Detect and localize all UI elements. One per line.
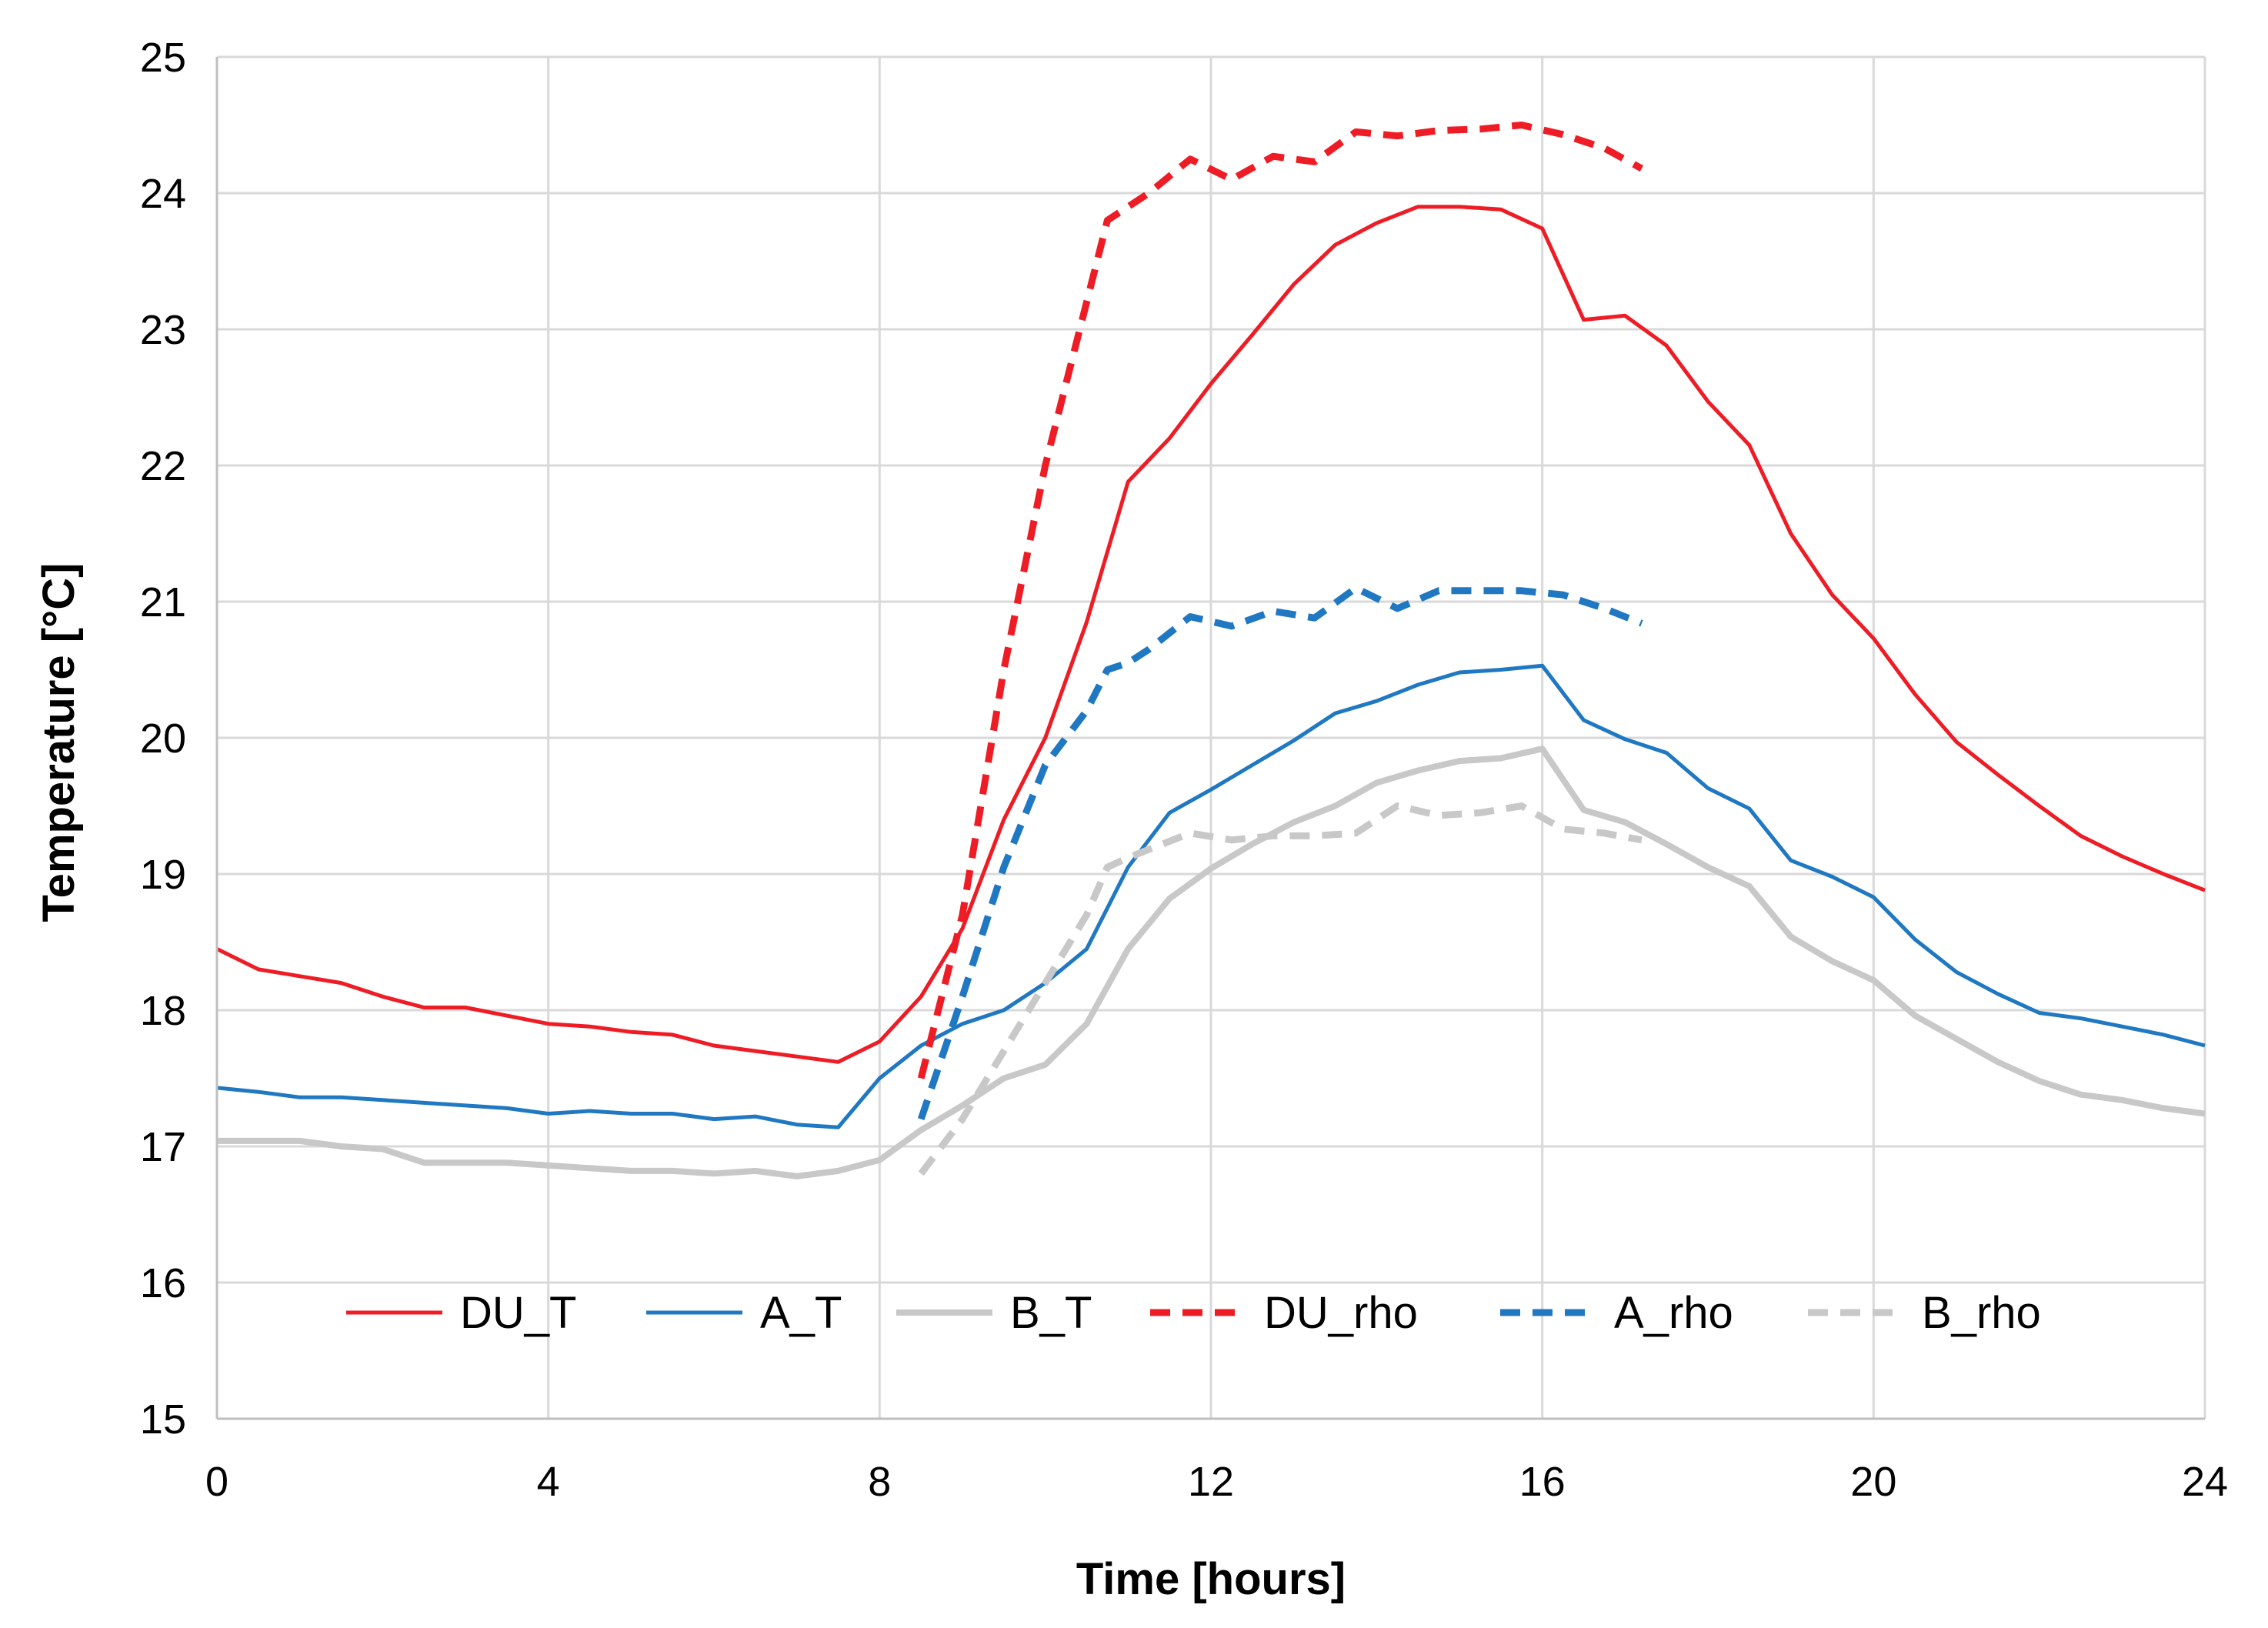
x-tick-label: 0 [205, 1459, 228, 1505]
y-tick-label: 20 [140, 716, 186, 762]
legend-label-du-t: DU_T [460, 1288, 576, 1338]
x-tick-label: 12 [1188, 1459, 1234, 1505]
series-line-b-rho [918, 802, 1643, 1176]
y-tick-label: 19 [140, 852, 186, 898]
x-axis-title: Time [hours] [1076, 1554, 1346, 1604]
series-lines [215, 122, 2206, 1179]
x-tick-label: 16 [1519, 1459, 1566, 1505]
legend-label-a-t: A_T [760, 1288, 842, 1338]
x-tick-label: 8 [868, 1459, 891, 1505]
y-tick-label: 22 [140, 443, 186, 489]
series-line-du-t [215, 205, 2206, 1064]
y-axis-title: Temperature [°C] [34, 563, 84, 922]
y-tick-label: 15 [140, 1396, 186, 1443]
series-line-b-t [217, 746, 2206, 1179]
y-tick-label: 21 [140, 579, 186, 626]
legend-label-du-rho: DU_rho [1264, 1288, 1418, 1338]
axes: 0 4 8 12 16 20 24 15 16 17 18 19 20 21 22 23 24 25 [140, 35, 2228, 1505]
x-tick-label: 20 [1850, 1459, 1896, 1505]
y-tick-label: 18 [140, 988, 186, 1034]
series-line-a-rho [917, 584, 1643, 1121]
y-tick-label: 16 [140, 1260, 186, 1306]
legend-label-b-rho: B_rho [1922, 1288, 2041, 1338]
y-tick-label: 24 [140, 171, 186, 217]
y-tick-label: 17 [140, 1124, 186, 1170]
y-tick-label: 25 [140, 35, 186, 81]
series-line-a-t [216, 663, 2206, 1129]
grid [215, 55, 2206, 1420]
legend-label-b-t: B_T [1010, 1288, 1092, 1338]
y-tick-label: 23 [140, 307, 186, 353]
x-tick-label: 4 [537, 1459, 560, 1505]
legend-label-a-rho: A_rho [1614, 1288, 1733, 1338]
legend: DU_T A_T B_T DU_rho A_rho B_rho [346, 1288, 2041, 1338]
x-tick-label: 24 [2182, 1459, 2228, 1505]
series-line-du-rho [917, 122, 1644, 1079]
